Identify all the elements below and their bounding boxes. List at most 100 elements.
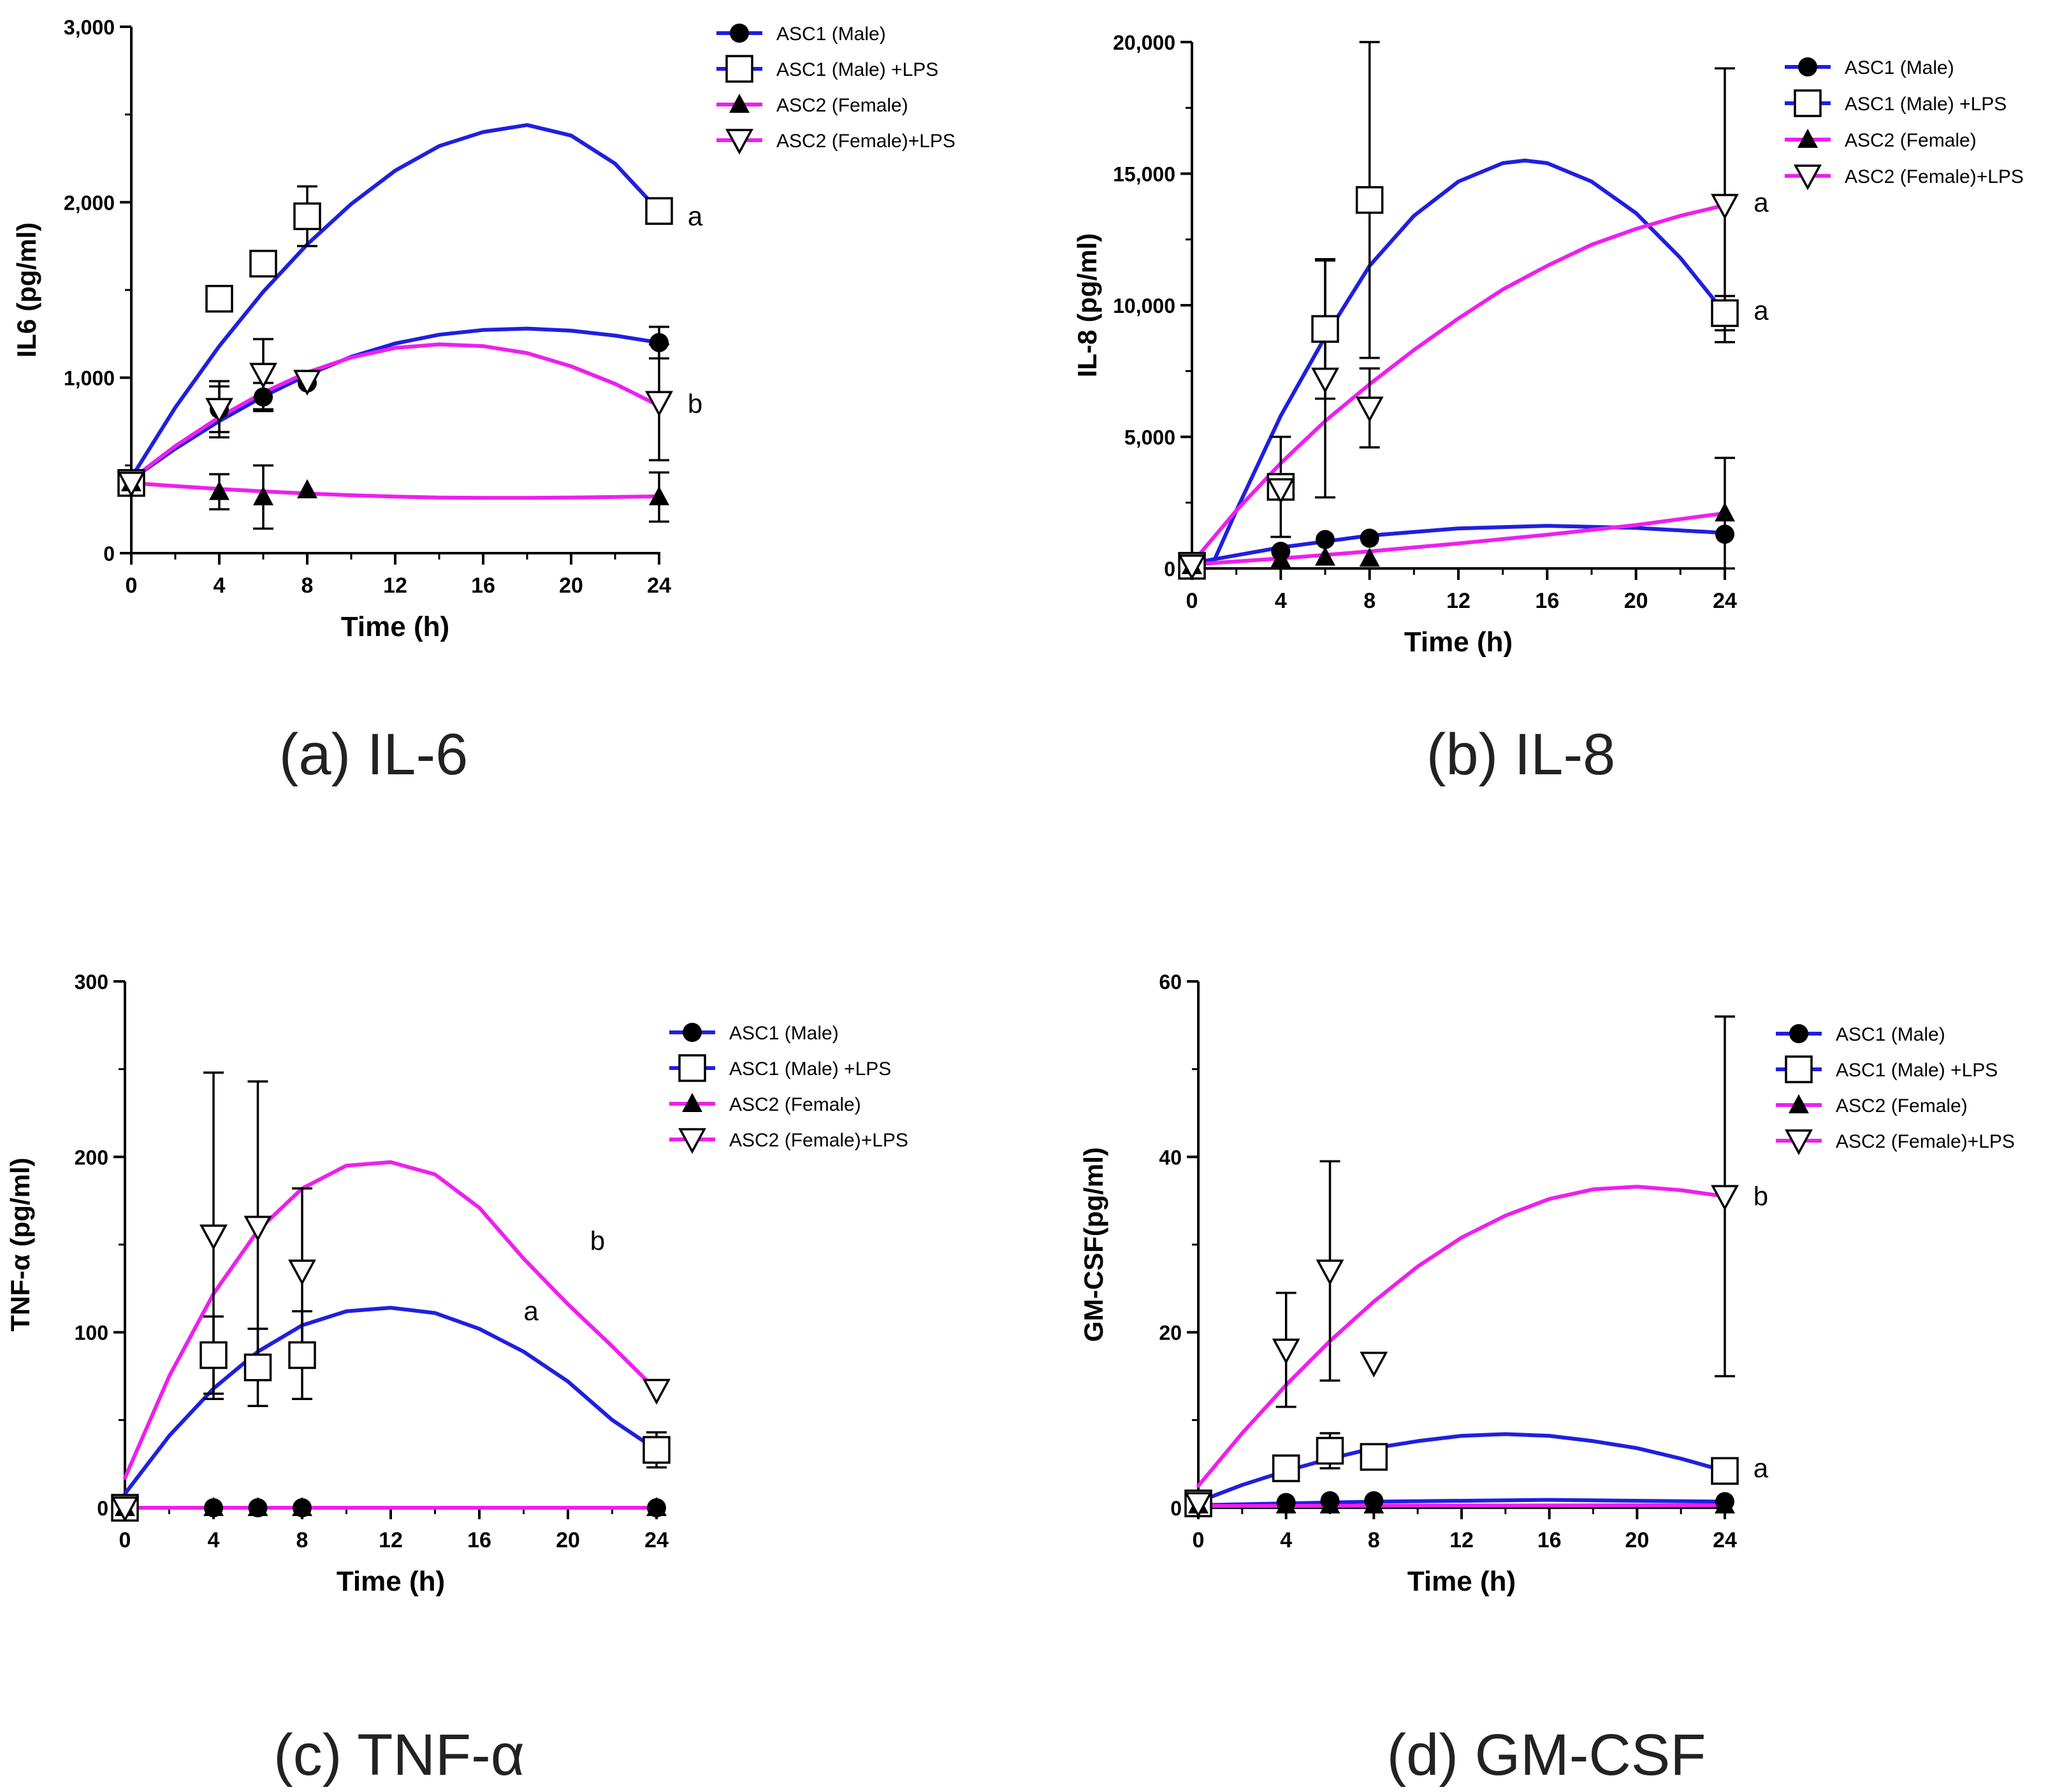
y-axis-title: TNF-α (pg/ml) — [5, 1157, 35, 1331]
x-tick-label: 4 — [208, 1528, 220, 1552]
data-point-series-4 — [1178, 554, 1206, 581]
data-point-series-2 — [645, 197, 673, 225]
x-tick-label: 12 — [1449, 1528, 1474, 1552]
data-point-series-3 — [292, 1497, 312, 1516]
x-tick-label: 20 — [1625, 1528, 1649, 1552]
data-point-series-3 — [1315, 546, 1335, 566]
data-point-series-1 — [1360, 528, 1379, 548]
significance-label: a — [688, 201, 703, 231]
data-point-series-1 — [1316, 530, 1335, 549]
y-tick-label: 0 — [103, 542, 115, 565]
chart-panel-4: 0 20 40 60 0 4 8 12 16 20 24 Time (h) GM-CSF(pg/ml) b… — [1078, 971, 2015, 1788]
y-tick-label: 2,000 — [64, 191, 115, 214]
data-point-series-3 — [253, 486, 273, 505]
legend-label-series-2: ASC1 (Male) +LPS — [1836, 1060, 1998, 1081]
legend-marker-series-2 — [1794, 89, 1822, 117]
data-point-series-2 — [288, 1341, 316, 1369]
legend-label-series-2: ASC1 (Male) +LPS — [729, 1059, 891, 1080]
legend-marker-series-4 — [678, 1128, 706, 1154]
data-point-series-4 — [1311, 367, 1339, 394]
significance-label: a — [524, 1296, 539, 1326]
fit-line-series-3 — [129, 481, 661, 500]
legend-marker-series-2 — [725, 55, 753, 83]
data-point-series-3 — [209, 481, 229, 500]
x-tick-label: 20 — [1624, 589, 1648, 613]
x-axis-title: Time (h) — [1407, 1566, 1516, 1597]
y-tick-label: 0 — [1170, 1497, 1182, 1520]
data-point-series-3 — [247, 1497, 268, 1516]
y-tick-label: 5,000 — [1124, 426, 1175, 449]
x-tick-label: 8 — [1368, 1528, 1380, 1552]
significance-label: a — [1754, 187, 1769, 217]
data-point-series-3 — [1275, 1494, 1296, 1514]
data-point-series-2 — [293, 202, 321, 231]
fit-line-series-3 — [1190, 511, 1727, 567]
y-axis-title: IL-8 (pg/ml) — [1072, 233, 1102, 377]
data-point-series-4 — [643, 1378, 671, 1405]
data-point-series-4 — [200, 1224, 228, 1250]
data-point-series-4 — [1360, 1352, 1388, 1378]
data-point-series-4 — [249, 363, 277, 389]
data-point-series-2 — [205, 285, 233, 313]
significance-label: b — [590, 1225, 605, 1255]
y-tick-label: 300 — [75, 971, 108, 994]
data-point-series-3 — [649, 486, 669, 505]
data-point-series-4 — [1711, 1185, 1739, 1211]
y-tick-label: 100 — [75, 1322, 108, 1345]
data-point-series-4 — [1267, 478, 1295, 504]
legend-marker-series-3 — [729, 94, 750, 113]
legend-label-series-2: ASC1 (Male) +LPS — [1845, 94, 2007, 115]
x-tick-label: 4 — [214, 574, 226, 598]
panel-caption: (c) TNF-α — [273, 1723, 525, 1788]
legend-label-series-4: ASC2 (Female)+LPS — [729, 1130, 908, 1151]
y-tick-label: 15,000 — [1113, 163, 1175, 186]
data-point-series-4 — [1184, 1492, 1212, 1518]
data-point-series-4 — [117, 472, 145, 498]
data-point-series-2 — [643, 1436, 671, 1464]
y-tick-label: 1,000 — [64, 367, 115, 390]
x-tick-label: 0 — [1186, 589, 1198, 613]
fit-line-series-2 — [123, 1306, 658, 1496]
x-axis-title: Time (h) — [341, 611, 449, 642]
data-point-series-4 — [1316, 1259, 1344, 1285]
x-tick-label: 20 — [556, 1528, 580, 1552]
x-tick-label: 8 — [301, 574, 314, 598]
legend-label-series-1: ASC1 (Male) — [1836, 1024, 1945, 1045]
data-point-series-4 — [293, 370, 321, 396]
x-tick-label: 8 — [296, 1528, 309, 1552]
y-tick-label: 0 — [97, 1497, 108, 1520]
data-point-series-3 — [1363, 1494, 1384, 1514]
x-tick-label: 12 — [1446, 589, 1470, 613]
data-point-series-3 — [1715, 1494, 1735, 1514]
legend-marker-series-1 — [730, 24, 749, 43]
legend-marker-series-3 — [1797, 129, 1818, 148]
y-tick-label: 3,000 — [64, 16, 115, 39]
significance-label: a — [1754, 1453, 1769, 1483]
data-point-series-2 — [249, 249, 277, 278]
legend-label-series-4: ASC2 (Female)+LPS — [1836, 1131, 2015, 1152]
x-tick-label: 16 — [1535, 589, 1559, 613]
legend-label-series-3: ASC2 (Female) — [776, 95, 908, 116]
data-point-series-2 — [1311, 315, 1339, 343]
x-axis-title: Time (h) — [337, 1566, 445, 1597]
data-point-series-3 — [1270, 548, 1291, 568]
panel-caption: (b) IL-8 — [1427, 722, 1616, 787]
data-point-series-2 — [1316, 1436, 1344, 1465]
fit-line-series-4 — [123, 1160, 658, 1480]
x-tick-label: 12 — [383, 574, 407, 598]
legend-label-series-1: ASC1 (Male) — [1845, 57, 1954, 78]
legend-label-series-3: ASC2 (Female) — [1836, 1095, 1968, 1116]
legend-label-series-1: ASC1 (Male) — [776, 24, 886, 45]
data-point-series-1 — [254, 387, 273, 407]
x-tick-label: 20 — [559, 574, 583, 598]
legend-marker-series-2 — [678, 1054, 706, 1082]
data-point-series-4 — [1355, 396, 1384, 423]
data-point-series-2 — [1360, 1443, 1388, 1471]
fit-line-series-2 — [129, 123, 661, 480]
x-tick-label: 16 — [467, 1528, 491, 1552]
significance-label: a — [1754, 295, 1769, 325]
data-point-series-4 — [205, 398, 233, 424]
data-point-series-4 — [645, 391, 673, 417]
legend-marker-series-3 — [1789, 1094, 1809, 1113]
